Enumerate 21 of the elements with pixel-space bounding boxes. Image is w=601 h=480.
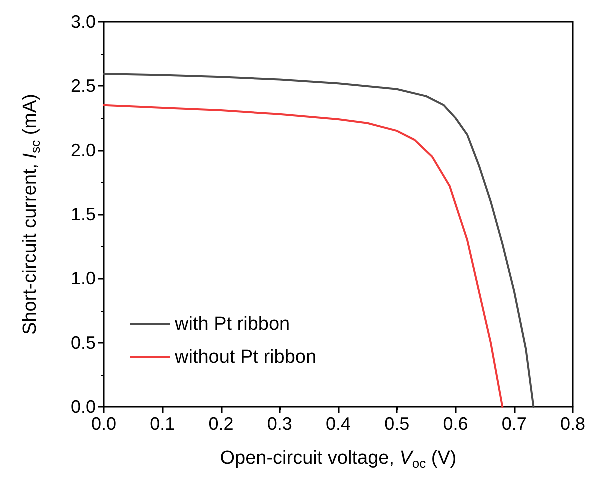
line-series	[103, 72, 535, 408]
x-tick-label: 0.5	[384, 414, 410, 434]
y-tick-label: 1.0	[70, 268, 96, 289]
x-tick-label: 0.2	[208, 414, 234, 434]
x-tick-label: 0.1	[150, 414, 176, 434]
x-tick-label: 0.7	[502, 414, 527, 434]
x-tick-label: 0.4	[326, 414, 352, 434]
y-tick-label: 3.0	[70, 12, 96, 32]
y-tick-label: 2.5	[70, 76, 96, 96]
x-tick-label: 0.8	[560, 414, 586, 434]
x-tick-label: 0.3	[267, 414, 292, 434]
y-tick-label: 0.5	[70, 332, 96, 353]
y-tick-label: 1.5	[70, 204, 96, 224]
x-tick-label: 0.0	[91, 414, 117, 434]
legend-label: with Pt ribbon	[174, 314, 290, 335]
legend-label: without Pt ribbon	[174, 347, 317, 368]
line-series	[103, 104, 504, 408]
y-tick-label: 0.0	[70, 397, 96, 417]
x-tick-label: 0.6	[443, 414, 468, 434]
y-tick-label: 2.0	[70, 140, 96, 160]
y-axis-title: Short-circuit current, Isc (mA)	[20, 94, 43, 336]
